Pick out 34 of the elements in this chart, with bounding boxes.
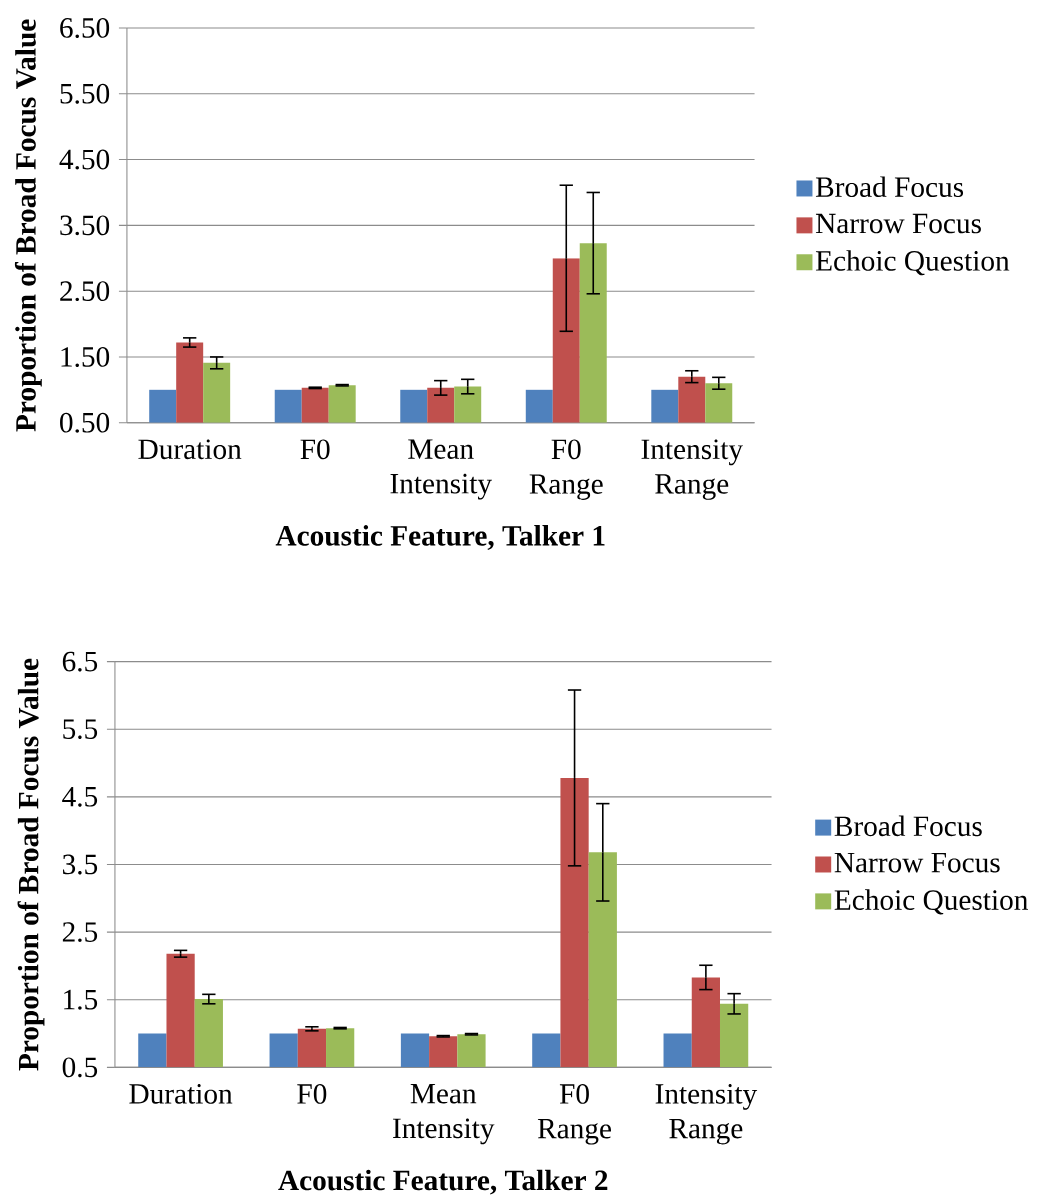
y-tick-label: 1.5 xyxy=(63,989,97,1010)
y-tick-label: 6.5 xyxy=(62,651,97,672)
legend-label: Echoic Question xyxy=(834,889,1028,915)
x-tick-label: Intensity Range xyxy=(655,1084,757,1145)
x-tick-label: Duration xyxy=(138,439,242,460)
y-tick-label: 0.50 xyxy=(59,412,109,433)
legend-label: Broad Focus xyxy=(815,176,963,198)
x-axis-title: Acoustic Feature, Talker 1 xyxy=(275,525,605,550)
legend-label: Narrow Focus xyxy=(834,852,1000,873)
y-tick-label: 3.5 xyxy=(62,854,97,875)
y-axis-title: Proportion of Broad Focus Value xyxy=(14,19,42,432)
legend-label: Broad Focus xyxy=(834,815,982,837)
y-tick-label: 4.5 xyxy=(61,787,97,807)
y-tick-label: 0.5 xyxy=(62,1057,97,1078)
x-tick-label: Duration xyxy=(129,1084,233,1104)
y-tick-label: 5.50 xyxy=(60,83,109,104)
y-tick-label: 4.50 xyxy=(59,149,109,170)
x-tick-label: F0 Range xyxy=(537,1084,611,1145)
x-tick-label: Intensity Range xyxy=(641,439,743,500)
x-tick-label: F0 xyxy=(300,439,330,460)
x-axis-title: Acoustic Feature, Talker 2 xyxy=(278,1169,608,1195)
y-tick-label: 2.5 xyxy=(62,922,97,943)
y-tick-label: 5.5 xyxy=(63,719,97,740)
y-tick-label: 3.50 xyxy=(60,215,109,236)
y-tick-label: 2.50 xyxy=(60,281,109,302)
x-tick-label: F0 xyxy=(297,1084,327,1104)
y-tick-label: 1.50 xyxy=(61,346,109,367)
y-tick-label: 6.50 xyxy=(59,18,109,38)
x-tick-label: Mean Intensity xyxy=(392,1084,495,1145)
y-axis-title: Proportion of Broad Focus Value xyxy=(17,658,45,1071)
legend-label: Echoic Question xyxy=(815,250,1010,276)
x-tick-label: F0 Range xyxy=(529,439,603,500)
x-tick-label: Mean Intensity xyxy=(390,439,492,500)
legend-label: Narrow Focus xyxy=(815,213,981,234)
